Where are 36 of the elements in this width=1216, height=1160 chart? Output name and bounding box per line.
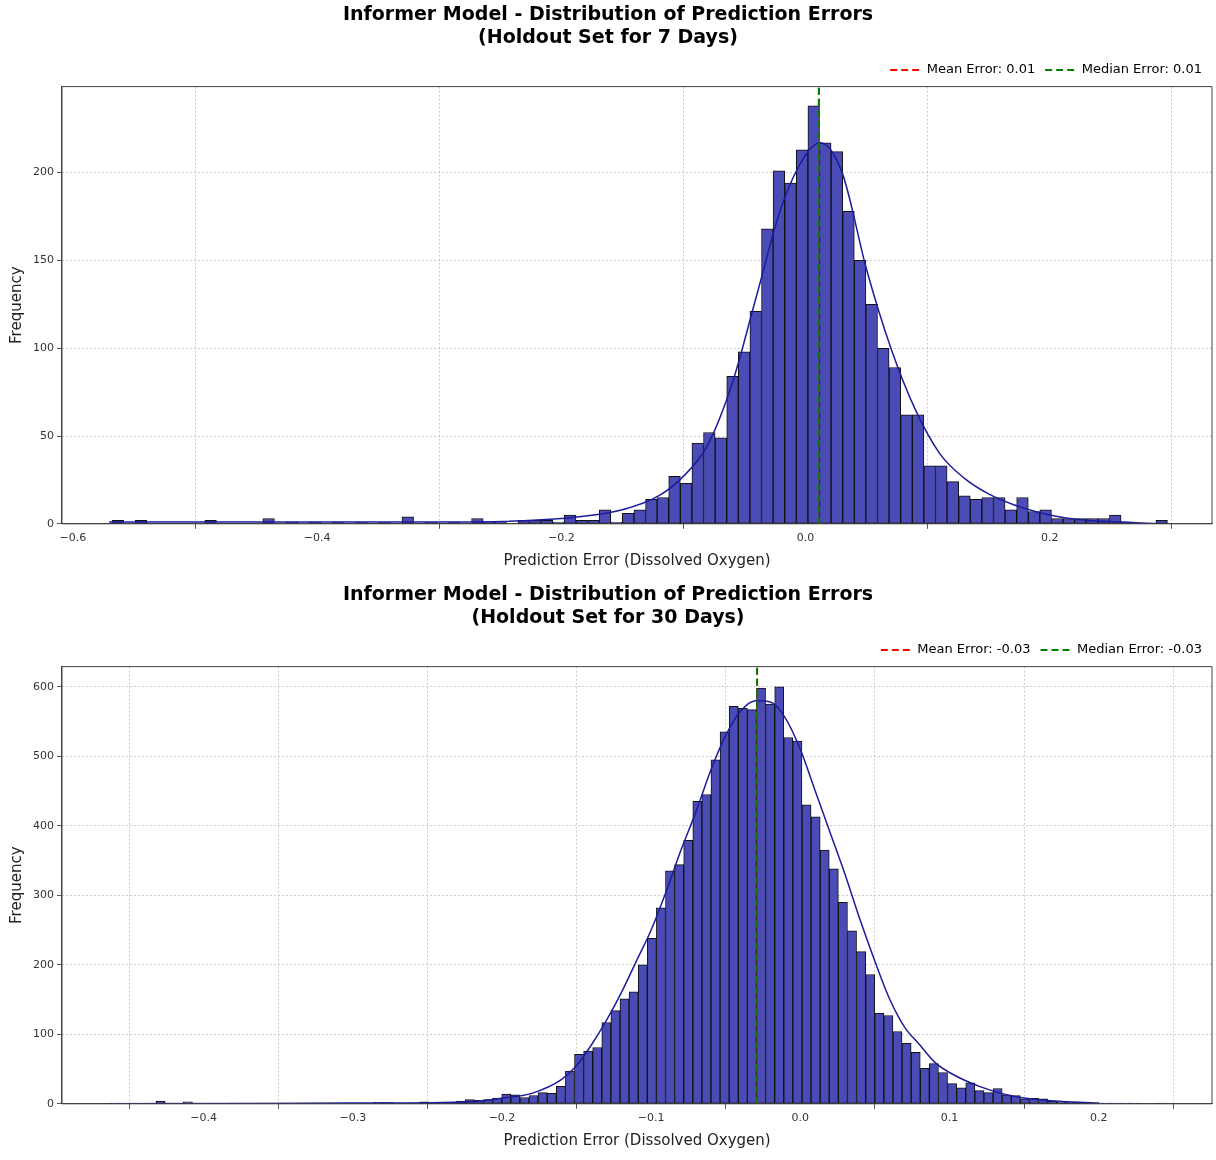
x-axis-title: Prediction Error (Dissolved Oxygen) <box>503 1130 771 1149</box>
y-axis-title: Frequency <box>6 846 25 924</box>
legend-label: Median Error: 0.01 <box>1081 61 1203 77</box>
y-tick-label: 100 <box>33 1027 54 1041</box>
x-tick-label: −0.4 <box>190 1111 218 1125</box>
y-tick-label: 0 <box>47 516 54 530</box>
y-tick-label: 50 <box>40 428 54 442</box>
x-tick-label: −0.2 <box>488 1111 516 1125</box>
x-axis-title: Prediction Error (Dissolved Oxygen) <box>503 550 771 569</box>
x-tick-label: −0.4 <box>303 531 331 545</box>
y-axis-title: Frequency <box>6 266 25 344</box>
x-tick-label: −0.3 <box>339 1111 367 1125</box>
x-tick-label: −0.1 <box>637 1111 665 1125</box>
x-tick-label: 0.0 <box>791 1111 810 1125</box>
y-tick-label: 150 <box>33 253 54 267</box>
y-tick-label: 500 <box>33 749 54 763</box>
y-tick-label: 400 <box>33 818 54 832</box>
chart-title: Informer Model - Distribution of Prediction Errors <box>342 2 874 25</box>
legend-label: Median Error: -0.03 <box>1076 641 1203 657</box>
y-tick-label: 100 <box>33 341 54 355</box>
legend-label: Mean Error: 0.01 <box>926 61 1036 77</box>
chart-subtitle: (Holdout Set for 7 Days) <box>478 25 738 48</box>
chart-title: Informer Model - Distribution of Prediction Errors <box>342 582 874 605</box>
y-tick-label: 600 <box>33 679 54 693</box>
x-tick-label: 0.0 <box>796 531 815 545</box>
y-tick-label: 200 <box>33 957 54 971</box>
x-tick-label: 0.2 <box>1040 531 1059 545</box>
x-tick-label: −0.2 <box>547 531 575 545</box>
legend-label: Mean Error: -0.03 <box>917 641 1031 657</box>
chart-subtitle: (Holdout Set for 30 Days) <box>471 605 745 628</box>
x-tick-label: 0.1 <box>940 1111 959 1125</box>
x-tick-label: 0.2 <box>1089 1111 1108 1125</box>
y-tick-label: 200 <box>33 165 54 179</box>
x-tick-label: −0.6 <box>59 531 87 545</box>
y-tick-label: 0 <box>47 1096 54 1110</box>
y-tick-label: 300 <box>33 888 54 902</box>
